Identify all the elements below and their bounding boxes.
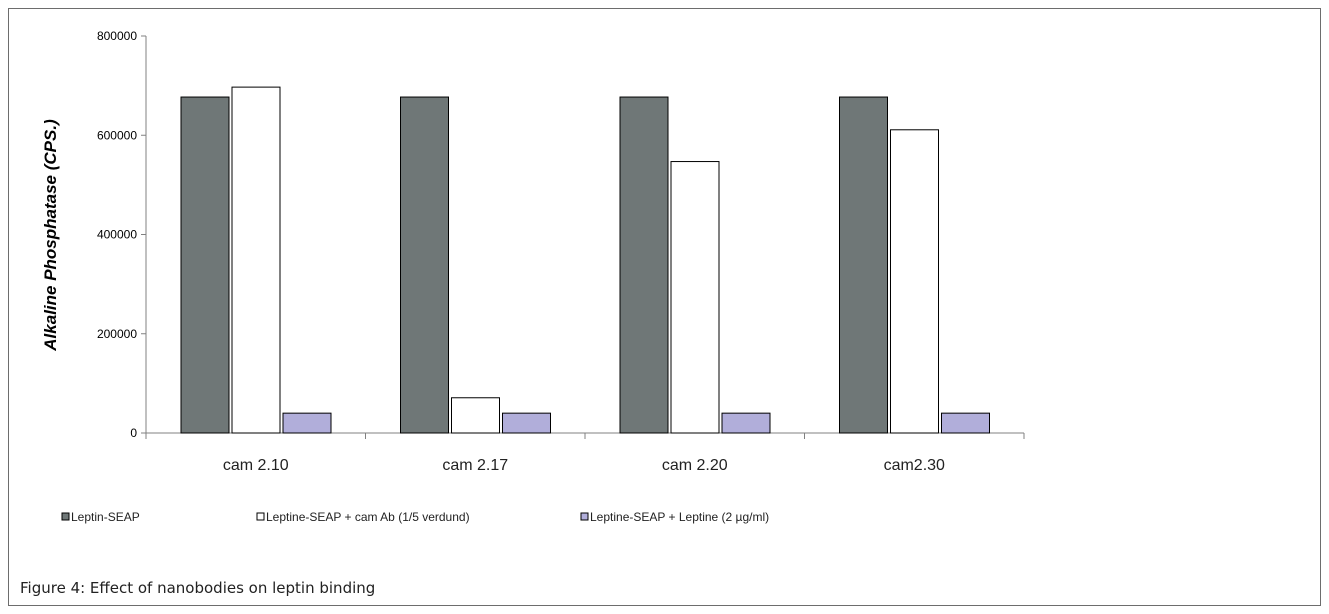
bar	[721, 412, 771, 434]
bar	[890, 129, 939, 434]
legend-label: Leptin-SEAP	[71, 510, 140, 524]
y-tick-label: 400000	[97, 228, 137, 242]
y-tick-label: 0	[130, 426, 137, 440]
legend: Leptin-SEAP Leptine-SEAP + cam Ab (1/5 ve…	[61, 510, 769, 524]
y-axis: 0 200000 400000 600000 800000	[97, 29, 147, 440]
bar	[451, 397, 500, 434]
x-tick-label: cam 2.17	[442, 457, 508, 474]
bars	[180, 86, 990, 434]
bar	[619, 96, 669, 434]
bar	[231, 86, 281, 434]
x-tick-label: cam 2.10	[223, 457, 289, 474]
bar	[502, 412, 551, 434]
legend-label: Leptine-SEAP + cam Ab (1/5 verdund)	[266, 510, 470, 524]
y-tick-label: 600000	[97, 128, 137, 142]
bar	[180, 96, 230, 434]
x-tick-label: cam 2.20	[662, 457, 728, 474]
y-tick-label: 200000	[97, 327, 137, 341]
bar	[941, 412, 990, 434]
bar	[282, 412, 332, 434]
legend-label: Leptine-SEAP + Leptine (2 µg/ml)	[590, 510, 769, 524]
legend-swatch	[61, 512, 70, 521]
bar	[670, 161, 720, 434]
bar	[400, 96, 449, 434]
x-tick-label: cam2.30	[884, 457, 945, 474]
legend-swatch	[580, 512, 589, 521]
bar	[839, 96, 888, 434]
figure-caption: Figure 4: Effect of nanobodies on leptin…	[20, 579, 376, 597]
y-axis-label: Alkaline Phosphatase (CPS.)	[41, 119, 60, 352]
y-tick-label: 800000	[97, 29, 137, 43]
x-axis: cam 2.10 cam 2.17 cam 2.20 cam2.30	[145, 432, 1025, 474]
legend-swatch	[256, 512, 265, 521]
